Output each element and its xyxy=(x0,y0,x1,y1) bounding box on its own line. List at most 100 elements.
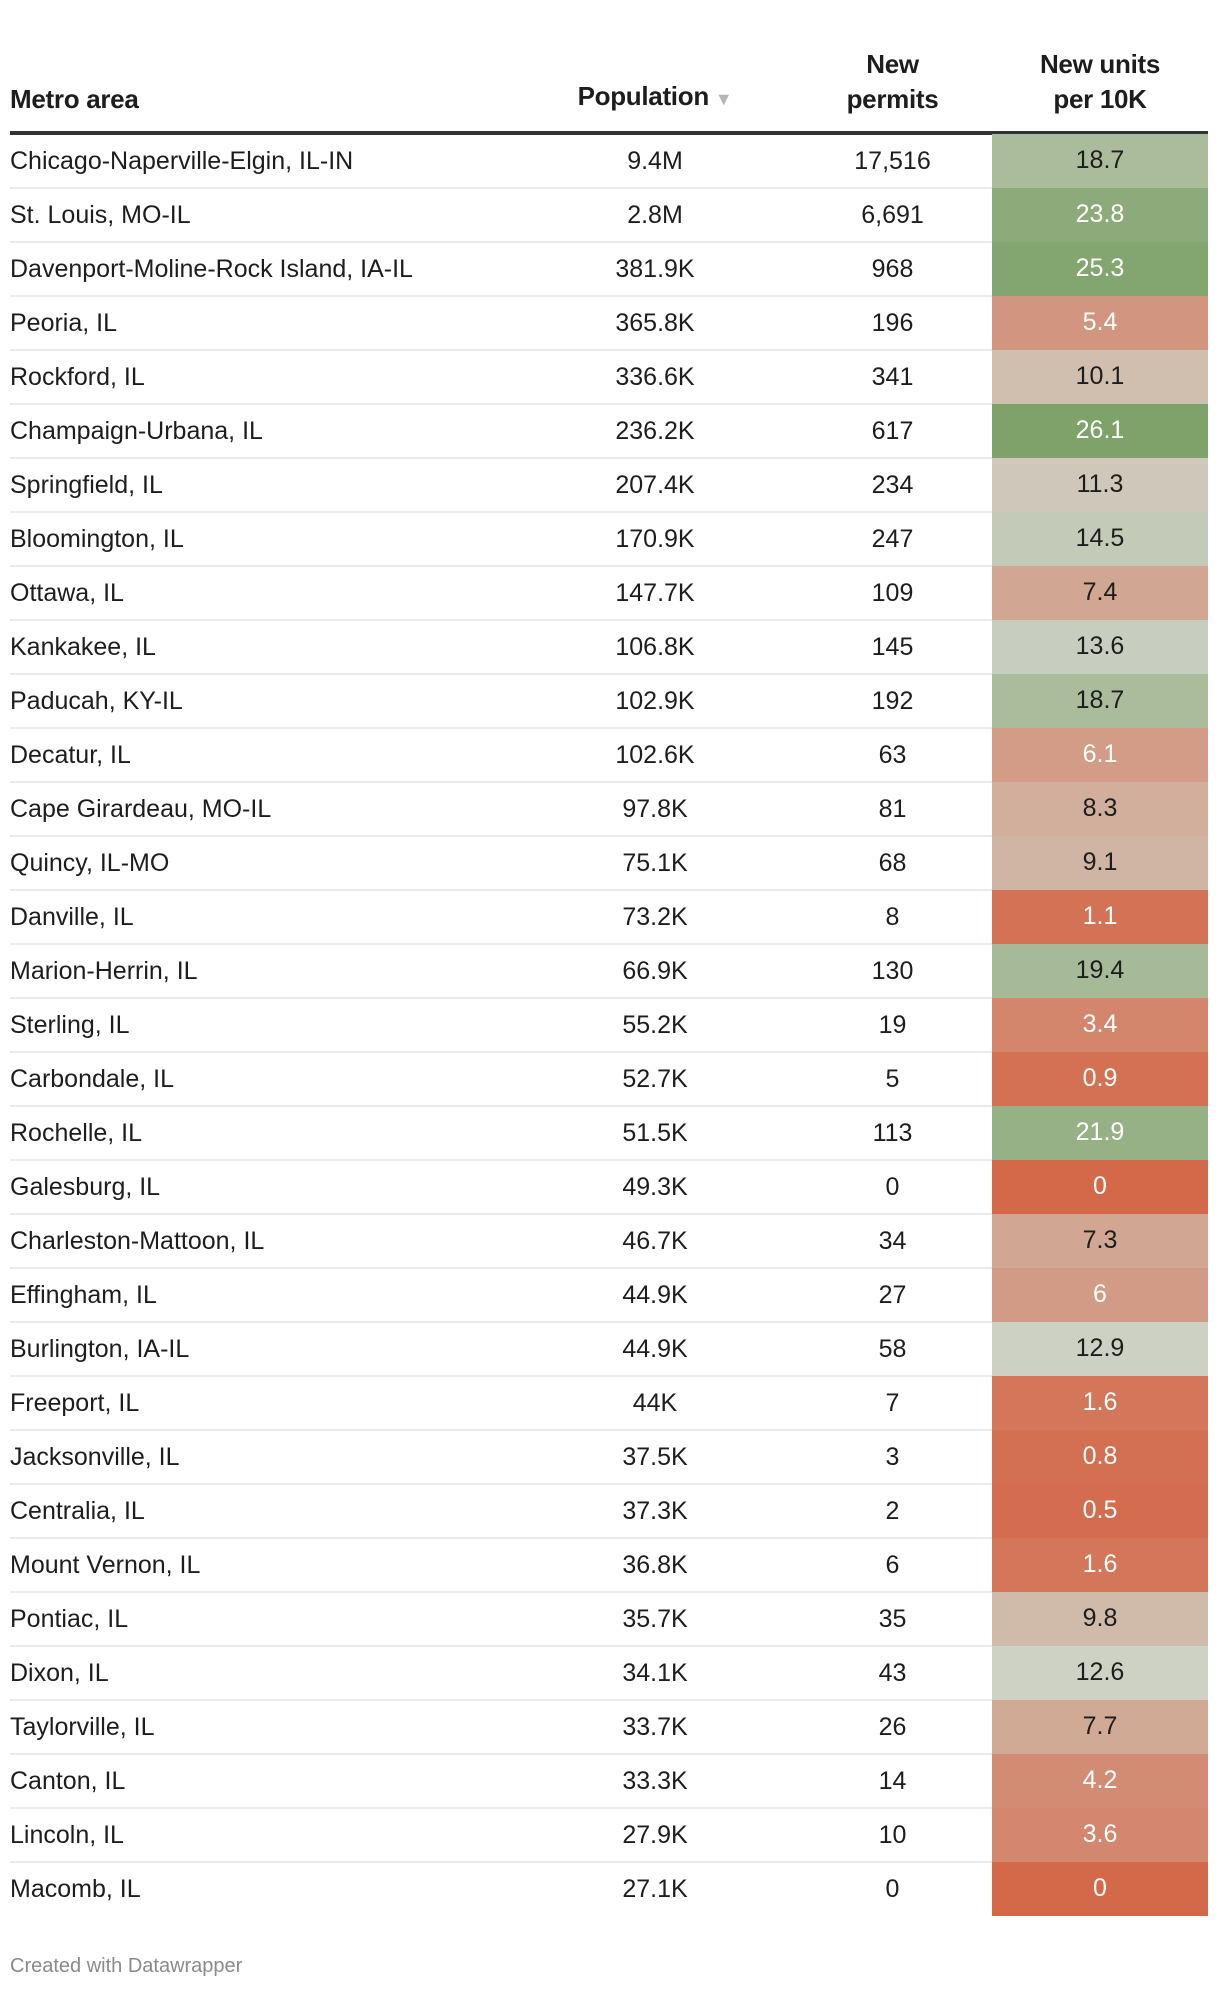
units-cell: 25.3 xyxy=(992,242,1208,296)
population-cell: 9.4M xyxy=(627,147,683,175)
permits-cell: 14 xyxy=(878,1767,907,1795)
metro-cell: Bloomington, IL xyxy=(10,525,184,553)
table-row: Sterling, IL 55.2K 19 3.4 xyxy=(10,998,1208,1053)
units-cell: 0 xyxy=(992,1862,1208,1916)
header-label: New units per 10K xyxy=(1039,49,1161,114)
table-row: Canton, IL 33.3K 14 4.2 xyxy=(10,1754,1208,1809)
population-cell: 66.9K xyxy=(622,957,688,985)
population-cell: 33.3K xyxy=(622,1767,688,1795)
table-row: Bloomington, IL 170.9K 247 14.5 xyxy=(10,512,1208,567)
permits-cell: 35 xyxy=(878,1605,907,1633)
units-cell: 18.7 xyxy=(992,134,1208,188)
metro-cell: St. Louis, MO-IL xyxy=(10,201,191,229)
population-cell: 207.4K xyxy=(615,471,695,499)
table-row: Davenport-Moline-Rock Island, IA-IL 381.9… xyxy=(10,242,1208,297)
population-cell: 33.7K xyxy=(622,1713,688,1741)
population-cell: 55.2K xyxy=(622,1011,688,1039)
units-cell: 1.1 xyxy=(992,890,1208,944)
metro-cell: Mount Vernon, IL xyxy=(10,1551,201,1579)
permits-cell: 6,691 xyxy=(861,201,924,229)
population-cell: 52.7K xyxy=(622,1065,688,1093)
units-cell: 3.6 xyxy=(992,1808,1208,1862)
metro-cell: Taylorville, IL xyxy=(10,1713,155,1741)
permits-cell: 43 xyxy=(878,1659,907,1687)
table-row: Lincoln, IL 27.9K 10 3.6 xyxy=(10,1808,1208,1863)
table-row: Pontiac, IL 35.7K 35 9.8 xyxy=(10,1592,1208,1647)
units-cell: 3.4 xyxy=(992,998,1208,1052)
metro-cell: Lincoln, IL xyxy=(10,1821,124,1849)
permits-cell: 10 xyxy=(878,1821,907,1849)
table-row: Quincy, IL-MO 75.1K 68 9.1 xyxy=(10,836,1208,891)
permits-cell: 247 xyxy=(871,525,914,553)
table-row: Kankakee, IL 106.8K 145 13.6 xyxy=(10,620,1208,675)
population-cell: 236.2K xyxy=(615,417,695,445)
permits-cell: 7 xyxy=(885,1389,900,1417)
population-cell: 51.5K xyxy=(622,1119,688,1147)
population-cell: 2.8M xyxy=(627,201,683,229)
metro-cell: Champaign-Urbana, IL xyxy=(10,417,263,445)
metro-cell: Freeport, IL xyxy=(10,1389,140,1417)
population-cell: 35.7K xyxy=(622,1605,688,1633)
population-cell: 75.1K xyxy=(622,849,688,877)
metro-cell: Rockford, IL xyxy=(10,363,145,391)
metro-cell: Sterling, IL xyxy=(10,1011,130,1039)
table-row: Effingham, IL 44.9K 27 6 xyxy=(10,1268,1208,1323)
permits-cell: 63 xyxy=(878,741,907,769)
table-body: Chicago-Naperville-Elgin, IL-IN 9.4M 17,51… xyxy=(10,134,1208,1917)
metro-cell: Chicago-Naperville-Elgin, IL-IN xyxy=(10,147,354,175)
metro-cell: Dixon, IL xyxy=(10,1659,109,1687)
units-cell: 7.4 xyxy=(992,566,1208,620)
units-cell: 7.7 xyxy=(992,1700,1208,1754)
permits-cell: 3 xyxy=(885,1443,900,1471)
permits-cell: 27 xyxy=(878,1281,907,1309)
header-label: Population xyxy=(577,81,710,111)
table-row: Danville, IL 73.2K 8 1.1 xyxy=(10,890,1208,945)
population-cell: 37.3K xyxy=(622,1497,688,1525)
table-row: Macomb, IL 27.1K 0 0 xyxy=(10,1862,1208,1917)
metro-cell: Pontiac, IL xyxy=(10,1605,129,1633)
footer-credit[interactable]: Created with Datawrapper xyxy=(10,1955,243,1977)
header-population[interactable]: Population ▼ xyxy=(555,79,755,117)
units-cell: 11.3 xyxy=(992,458,1208,512)
population-cell: 44K xyxy=(632,1389,678,1417)
permits-cell: 109 xyxy=(871,579,914,607)
units-cell: 23.8 xyxy=(992,188,1208,242)
permits-cell: 6 xyxy=(885,1551,900,1579)
permits-cell: 234 xyxy=(871,471,914,499)
table-row: Dixon, IL 34.1K 43 12.6 xyxy=(10,1646,1208,1701)
population-cell: 102.6K xyxy=(615,741,695,769)
units-cell: 19.4 xyxy=(992,944,1208,998)
table-row: Mount Vernon, IL 36.8K 6 1.6 xyxy=(10,1538,1208,1593)
table-row: Burlington, IA-IL 44.9K 58 12.9 xyxy=(10,1322,1208,1377)
header-metro-area[interactable]: Metro area xyxy=(10,82,139,117)
units-cell: 6.1 xyxy=(992,728,1208,782)
table-row: Freeport, IL 44K 7 1.6 xyxy=(10,1376,1208,1431)
metro-cell: Decatur, IL xyxy=(10,741,131,769)
permits-cell: 2 xyxy=(885,1497,900,1525)
permits-cell: 34 xyxy=(878,1227,907,1255)
header-new-permits[interactable]: New permits xyxy=(790,47,995,117)
permits-cell: 58 xyxy=(878,1335,907,1363)
units-cell: 1.6 xyxy=(992,1538,1208,1592)
permits-cell: 5 xyxy=(885,1065,900,1093)
header-label: Metro area xyxy=(10,84,139,114)
units-cell: 9.8 xyxy=(992,1592,1208,1646)
table-row: St. Louis, MO-IL 2.8M 6,691 23.8 xyxy=(10,188,1208,243)
metro-cell: Burlington, IA-IL xyxy=(10,1335,190,1363)
units-cell: 0 xyxy=(992,1160,1208,1214)
table-row: Chicago-Naperville-Elgin, IL-IN 9.4M 17,51… xyxy=(10,134,1208,189)
population-cell: 381.9K xyxy=(615,255,695,283)
permits-cell: 196 xyxy=(871,309,914,337)
units-cell: 14.5 xyxy=(992,512,1208,566)
metro-cell: Carbondale, IL xyxy=(10,1065,175,1093)
units-cell: 6 xyxy=(992,1268,1208,1322)
header-new-units[interactable]: New units per 10K xyxy=(992,47,1208,117)
population-cell: 44.9K xyxy=(622,1335,688,1363)
population-cell: 147.7K xyxy=(615,579,695,607)
population-cell: 46.7K xyxy=(622,1227,688,1255)
units-cell: 13.6 xyxy=(992,620,1208,674)
permits-cell: 341 xyxy=(871,363,914,391)
table-row: Champaign-Urbana, IL 236.2K 617 26.1 xyxy=(10,404,1208,459)
metro-cell: Rochelle, IL xyxy=(10,1119,143,1147)
permits-cell: 8 xyxy=(885,903,900,931)
